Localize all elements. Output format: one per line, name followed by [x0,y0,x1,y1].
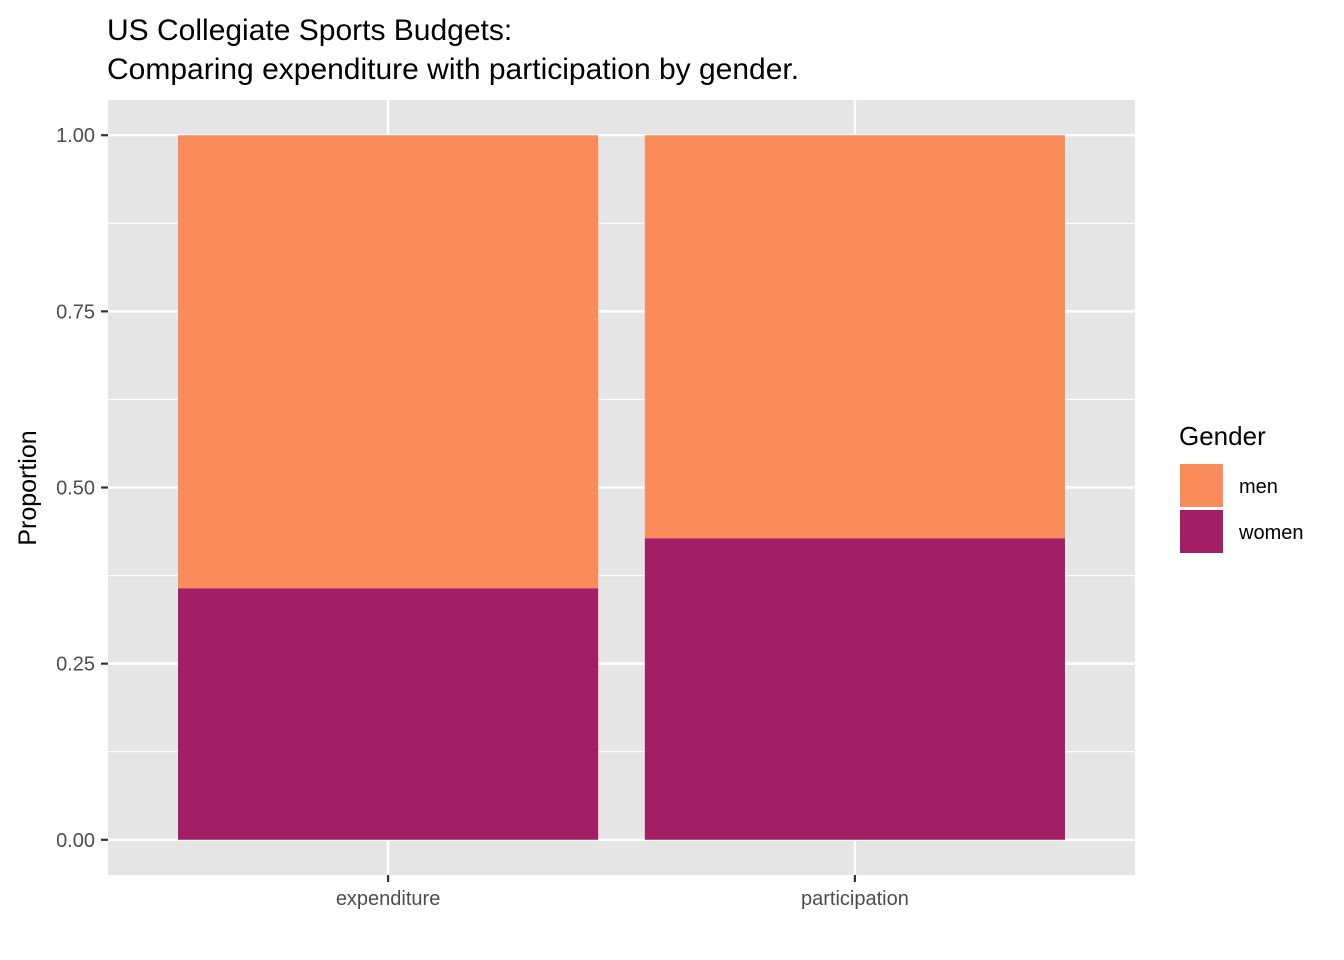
y-tick-label: 0.75 [56,301,95,323]
legend: Gender men women [1179,421,1303,553]
y-axis-title: Proportion [14,430,42,545]
bar-men-expenditure [178,135,599,589]
legend-key-men [1180,464,1223,507]
legend-label-men: men [1239,476,1278,498]
bar-men-participation [644,135,1065,539]
legend-key-women [1180,510,1223,553]
bar-women-expenditure [178,588,599,840]
y-tick-label: 0.50 [56,478,95,500]
y-axis: 0.00 0.25 0.50 0.75 1.00 [56,125,108,852]
y-tick-label: 0.00 [56,830,95,852]
y-tick-label: 1.00 [56,125,95,147]
legend-title: Gender [1179,421,1266,451]
bars [178,135,1065,840]
x-axis: expenditure participation [336,875,909,910]
bar-women-participation [644,538,1065,840]
x-tick-label: expenditure [336,888,441,910]
chart-subtitle: Comparing expenditure with participation… [107,53,799,86]
legend-label-women: women [1238,522,1303,544]
y-tick-label: 0.25 [56,654,95,676]
x-tick-label: participation [801,888,909,910]
chart-title: US Collegiate Sports Budgets: [107,14,512,47]
